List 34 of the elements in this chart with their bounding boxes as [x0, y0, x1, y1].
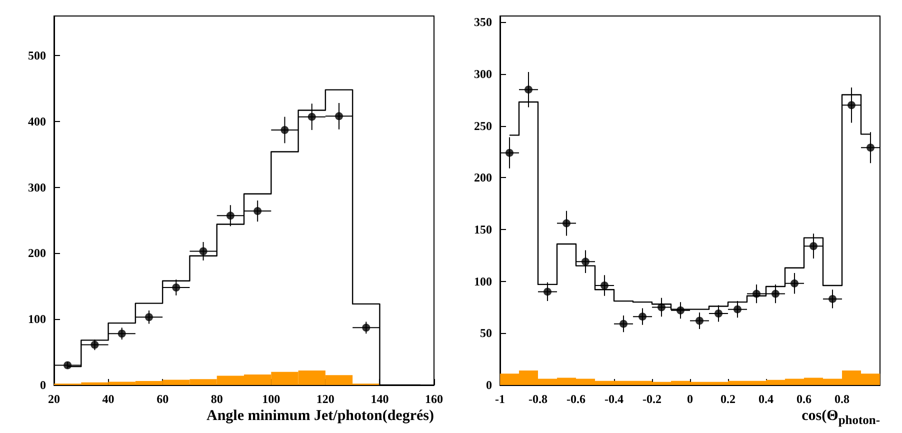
x-axis-title: Angle minimum Jet/photon(degrés) — [206, 408, 434, 425]
y-tick-label: 0 — [486, 378, 492, 392]
y-tick-label: 200 — [474, 170, 492, 185]
x-tick-label: 60 — [156, 392, 169, 406]
x-tick-label: 80 — [210, 392, 223, 406]
y-tick-label: 300 — [474, 67, 492, 82]
x-tick-label: 120 — [316, 392, 334, 406]
x-tick-label: -0.4 — [604, 392, 624, 406]
y-tick-label: 400 — [28, 114, 46, 128]
x-axis-title: cos(Θ$_{photon-}$ — [802, 408, 880, 428]
x-tick-label: 140 — [370, 392, 389, 406]
x-tick-label: 0 — [687, 392, 693, 406]
y-tick-label: 500 — [28, 48, 46, 63]
y-tick-label: 350 — [474, 15, 492, 30]
x-tick-label: 160 — [425, 392, 443, 406]
y-tick-label: 0 — [40, 378, 46, 392]
x-tick-label: 0.8 — [834, 392, 850, 406]
x-tick-label: -1 — [495, 392, 505, 406]
x-tick-label: -0.2 — [642, 392, 662, 406]
x-tick-label: -0.6 — [566, 392, 586, 406]
x-tick-label: 100 — [262, 392, 280, 406]
y-tick-label: 300 — [28, 180, 46, 194]
y-tick-label: 100 — [28, 312, 46, 326]
y-tick-label: 150 — [474, 222, 492, 237]
y-tick-label: 250 — [474, 118, 492, 133]
x-tick-label: 20 — [48, 392, 60, 406]
y-tick-label: 50 — [480, 326, 492, 340]
y-tick-label: 200 — [28, 246, 46, 260]
x-tick-label: -0.8 — [528, 392, 548, 406]
x-tick-label: 0.2 — [720, 392, 736, 406]
y-tick-label: 100 — [474, 274, 492, 288]
x-tick-label: 0.4 — [758, 392, 774, 406]
x-tick-label: 0.6 — [796, 392, 812, 406]
x-tick-label: 40 — [102, 392, 114, 406]
